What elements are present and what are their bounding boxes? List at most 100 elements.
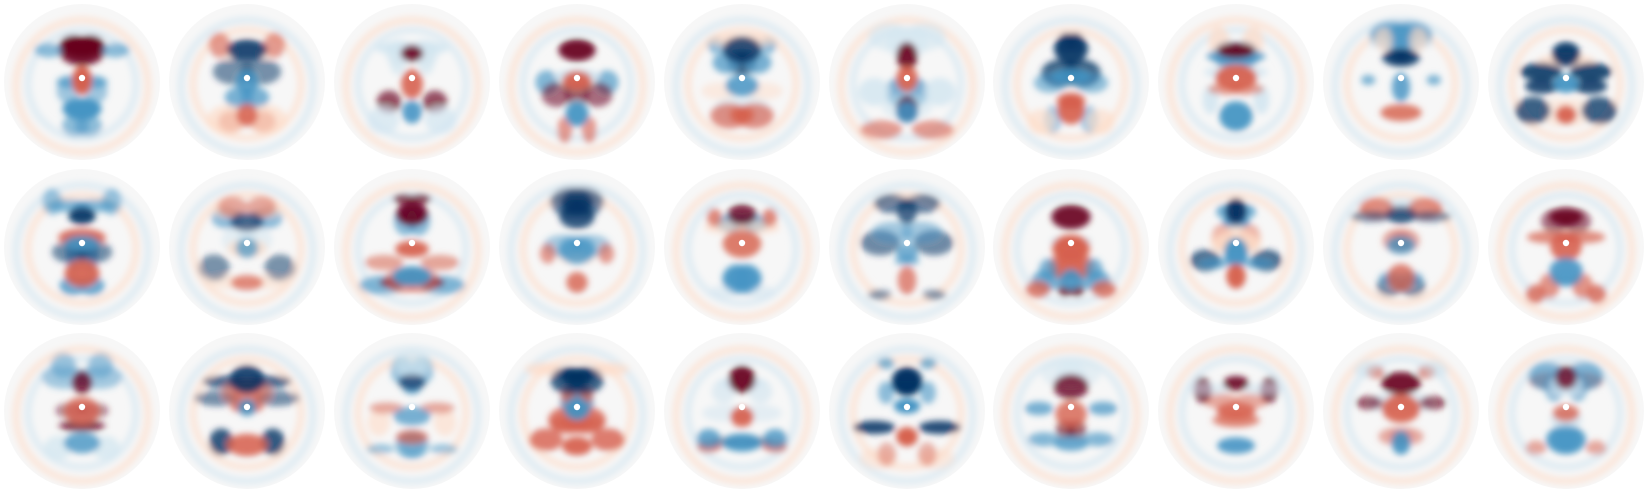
filter-panel-svg [1323,4,1480,160]
pattern-blob [1374,28,1394,52]
pattern-ring [1331,181,1471,321]
pattern-ring [1508,191,1624,307]
filter-panel-r2c1 [0,165,164,329]
center-marker [738,239,745,246]
pattern-blob [541,82,572,107]
filter-panel-r1c6 [825,0,989,164]
pattern-blob [917,442,937,467]
pattern-core [895,42,918,70]
pattern-blob [1409,28,1428,52]
pattern-ring [519,355,635,471]
pattern-ring [24,355,140,471]
center-marker [1068,239,1075,246]
pattern-core [395,430,428,445]
pattern-blob [260,428,285,456]
pattern-core [1549,257,1583,286]
pattern-blob [208,32,231,58]
pattern-core [71,371,93,395]
pattern-blob [574,415,604,432]
filter-panel-r2c4 [495,165,659,329]
pattern-core [724,75,759,97]
pattern-blob [367,408,390,437]
pattern-core [895,242,918,261]
pattern-blob [581,116,597,144]
pattern-blob [1585,440,1607,456]
center-marker [1397,403,1405,411]
pattern-core [559,368,594,385]
filter-panel-svg [168,168,325,325]
pattern-ring [519,26,635,142]
pattern-ring [1178,191,1294,307]
filter-panel-svg [333,333,490,490]
pattern-blob [57,420,103,432]
pattern-core [1219,101,1253,132]
pattern-blob [549,415,580,432]
pattern-core [1555,105,1577,125]
pattern-core [558,203,595,229]
pattern-ring [189,355,305,471]
center-marker [903,74,910,82]
pattern-ring [177,345,317,485]
filter-panel-svg [1158,168,1315,325]
center-marker [903,403,910,411]
pattern-ring [1178,26,1294,142]
filter-panel-svg [498,168,655,325]
pattern-ring [1166,16,1306,156]
pattern-core [561,436,592,456]
pattern-blob [918,357,937,370]
pattern-blob [1025,401,1054,416]
pattern-ring [12,16,152,156]
filter-panel-svg [663,4,820,160]
filter-panel-r3c3 [330,329,494,493]
pattern-core [1392,72,1411,102]
pattern-blob [1089,401,1118,416]
pattern-blob [748,379,773,404]
pattern-blob [918,420,961,435]
pattern-blob [867,22,910,51]
pattern-core [721,36,762,63]
pattern-blob [364,254,404,270]
pattern-core [229,365,265,394]
center-marker [78,74,86,82]
pattern-ring [507,16,647,156]
pattern-core [727,203,757,225]
filter-panel-r2c2 [165,165,329,329]
center-marker [1233,74,1240,82]
pattern-core [392,265,432,286]
pattern-blob [923,77,956,106]
filter-panel-r3c2 [165,329,329,493]
pattern-blob [392,193,415,204]
pattern-blob [61,115,90,137]
pattern-core [1224,237,1249,267]
center-marker [1233,403,1240,411]
pattern-core [1545,425,1587,455]
pattern-blob [857,77,890,106]
pattern-core [1057,95,1086,125]
filter-panel-r1c4 [495,0,659,164]
pattern-blob [919,381,936,405]
pattern-blob [1244,383,1285,395]
pattern-core [1216,402,1256,420]
pattern-core [230,212,264,231]
filter-panel-svg [168,333,325,490]
pattern-blob [556,116,573,144]
pattern-blob [762,429,787,449]
pattern-blob [921,289,946,300]
pattern-ring [849,355,964,471]
pattern-blob [263,32,286,58]
pattern-core [1387,263,1415,291]
pattern-blob [1426,74,1442,86]
filter-panel-svg [993,4,1150,160]
pattern-ring [1331,345,1471,485]
filter-panel-svg [333,4,490,160]
pattern-core [1555,365,1577,390]
pattern-ring [189,26,305,142]
filter-panel-r1c1 [0,0,164,164]
pattern-core [64,397,100,425]
pattern-ring [189,191,305,307]
pattern-core [1553,74,1579,93]
pattern-core [1549,206,1583,226]
pattern-blob [101,188,122,215]
filter-panel-svg [1488,4,1645,160]
pattern-blob [424,106,457,134]
